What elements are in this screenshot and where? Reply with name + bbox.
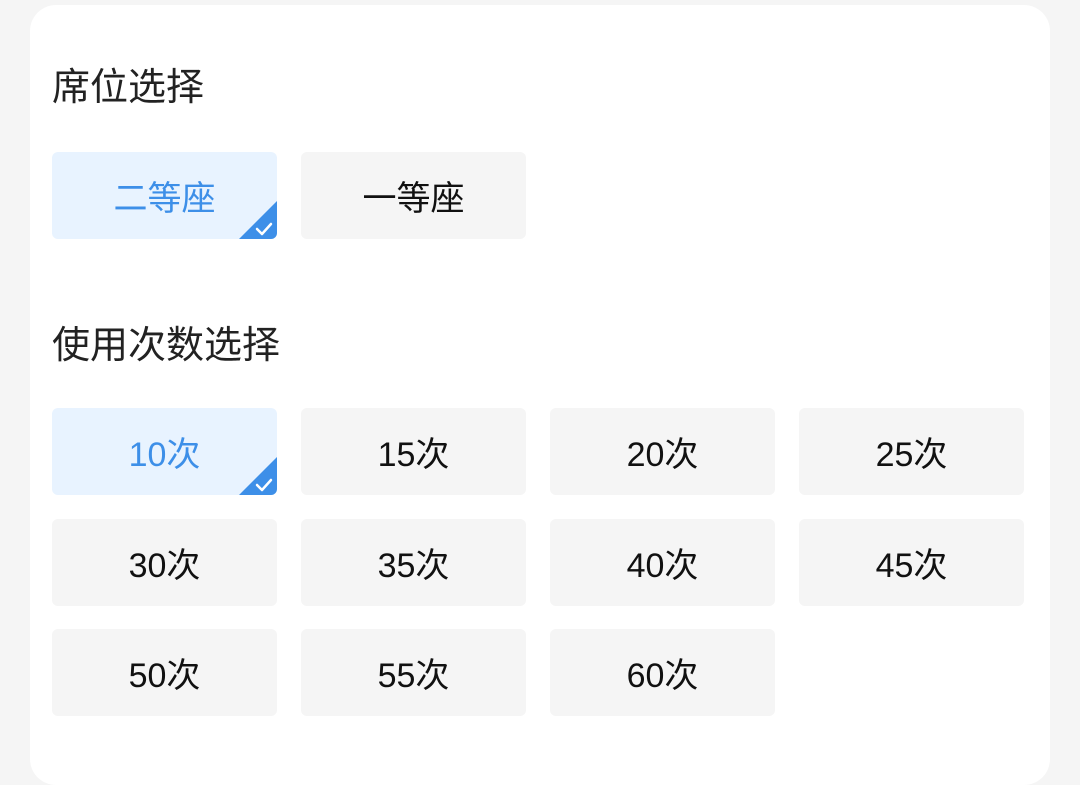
check-corner-icon bbox=[239, 457, 277, 495]
check-corner-icon bbox=[239, 201, 277, 239]
count-option[interactable]: 15次 bbox=[301, 408, 526, 495]
count-option-label: 50次 bbox=[128, 657, 201, 695]
count-option[interactable]: 10次 bbox=[52, 408, 277, 495]
seat-section-title: 席位选择 bbox=[52, 67, 205, 109]
count-option[interactable]: 50次 bbox=[52, 629, 277, 716]
count-section-title: 使用次数选择 bbox=[52, 325, 281, 367]
seat-option[interactable]: 二等座 bbox=[52, 152, 277, 239]
count-option-label: 15次 bbox=[377, 436, 450, 474]
count-option-label: 55次 bbox=[377, 657, 450, 695]
count-option[interactable]: 40次 bbox=[550, 518, 775, 606]
count-option-label: 35次 bbox=[377, 546, 450, 585]
count-option[interactable]: 25次 bbox=[799, 408, 1024, 495]
count-option[interactable]: 30次 bbox=[52, 518, 277, 606]
count-option[interactable]: 20次 bbox=[550, 408, 775, 495]
seat-option-label: 一等座 bbox=[362, 180, 465, 218]
count-option[interactable]: 60次 bbox=[550, 629, 775, 716]
count-option-label: 10次 bbox=[128, 436, 201, 474]
count-option-label: 25次 bbox=[875, 436, 948, 474]
selection-card: 席位选择 二等座 一等座 使用次数选择 10次 15次 20次 25次 30次 35次 40次… bbox=[30, 5, 1050, 785]
count-option-label: 40次 bbox=[626, 546, 699, 585]
count-option-label: 45次 bbox=[875, 546, 948, 585]
count-option[interactable]: 45次 bbox=[799, 518, 1024, 606]
count-option[interactable]: 35次 bbox=[301, 518, 526, 606]
count-option-label: 60次 bbox=[626, 657, 699, 695]
count-option-label: 30次 bbox=[128, 546, 201, 585]
seat-option[interactable]: 一等座 bbox=[301, 152, 526, 239]
count-option[interactable]: 55次 bbox=[301, 629, 526, 716]
seat-option-label: 二等座 bbox=[113, 180, 216, 218]
count-option-label: 20次 bbox=[626, 436, 699, 474]
